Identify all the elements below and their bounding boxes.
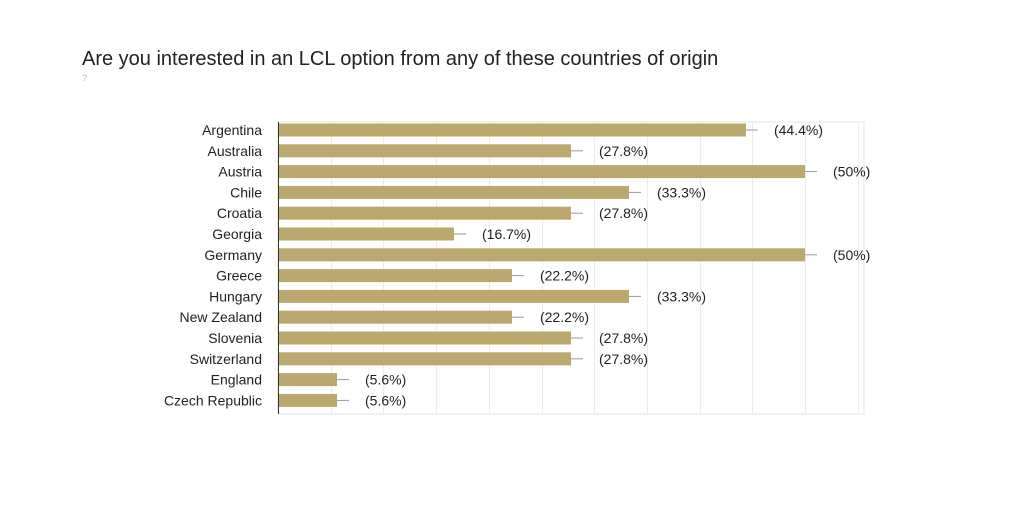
- bar-greece: [279, 269, 512, 282]
- category-label: Hungary: [209, 288, 262, 304]
- bar-switzerland: [279, 352, 571, 365]
- category-label: Germany: [204, 247, 262, 263]
- value-label: (50%): [833, 247, 870, 263]
- category-label: Greece: [216, 268, 262, 284]
- bar-czech-republic: [279, 394, 337, 407]
- value-label: (16.7%): [482, 226, 531, 242]
- value-label: (27.8%): [599, 143, 648, 159]
- category-label: Argentina: [202, 122, 262, 138]
- value-label: (33.3%): [657, 184, 706, 200]
- value-label: (27.8%): [599, 351, 648, 367]
- value-label: (27.8%): [599, 205, 648, 221]
- category-label: Georgia: [212, 226, 262, 242]
- value-label: (27.8%): [599, 330, 648, 346]
- labels: Argentina (44.4%) Australia (27.8%) Austria (…: [164, 122, 870, 408]
- bar-new-zealand: [279, 311, 512, 324]
- value-label: (22.2%): [540, 268, 589, 284]
- bar-slovenia: [279, 332, 571, 345]
- value-label: (44.4%): [774, 122, 823, 138]
- category-label: Chile: [230, 184, 262, 200]
- category-label: Australia: [208, 143, 263, 159]
- bar-argentina: [279, 124, 746, 137]
- bar-chile: [279, 186, 629, 199]
- value-label: (22.2%): [540, 309, 589, 325]
- value-label: (50%): [833, 164, 870, 180]
- value-label: (5.6%): [365, 372, 406, 388]
- bar-chart: Argentina (44.4%) Australia (27.8%) Austria (…: [0, 0, 1024, 525]
- category-label: New Zealand: [180, 309, 263, 325]
- bar-australia: [279, 144, 571, 157]
- category-label: Slovenia: [208, 330, 262, 346]
- category-label: Croatia: [217, 205, 262, 221]
- bars: [279, 124, 817, 407]
- category-label: England: [211, 372, 262, 388]
- category-label: Czech Republic: [164, 392, 262, 408]
- category-label: Austria: [218, 164, 262, 180]
- bar-hungary: [279, 290, 629, 303]
- bar-germany: [279, 248, 805, 261]
- value-label: (5.6%): [365, 392, 406, 408]
- bar-georgia: [279, 228, 454, 241]
- bar-austria: [279, 165, 805, 178]
- value-label: (33.3%): [657, 288, 706, 304]
- bar-croatia: [279, 207, 571, 220]
- bar-england: [279, 373, 337, 386]
- category-label: Switzerland: [190, 351, 262, 367]
